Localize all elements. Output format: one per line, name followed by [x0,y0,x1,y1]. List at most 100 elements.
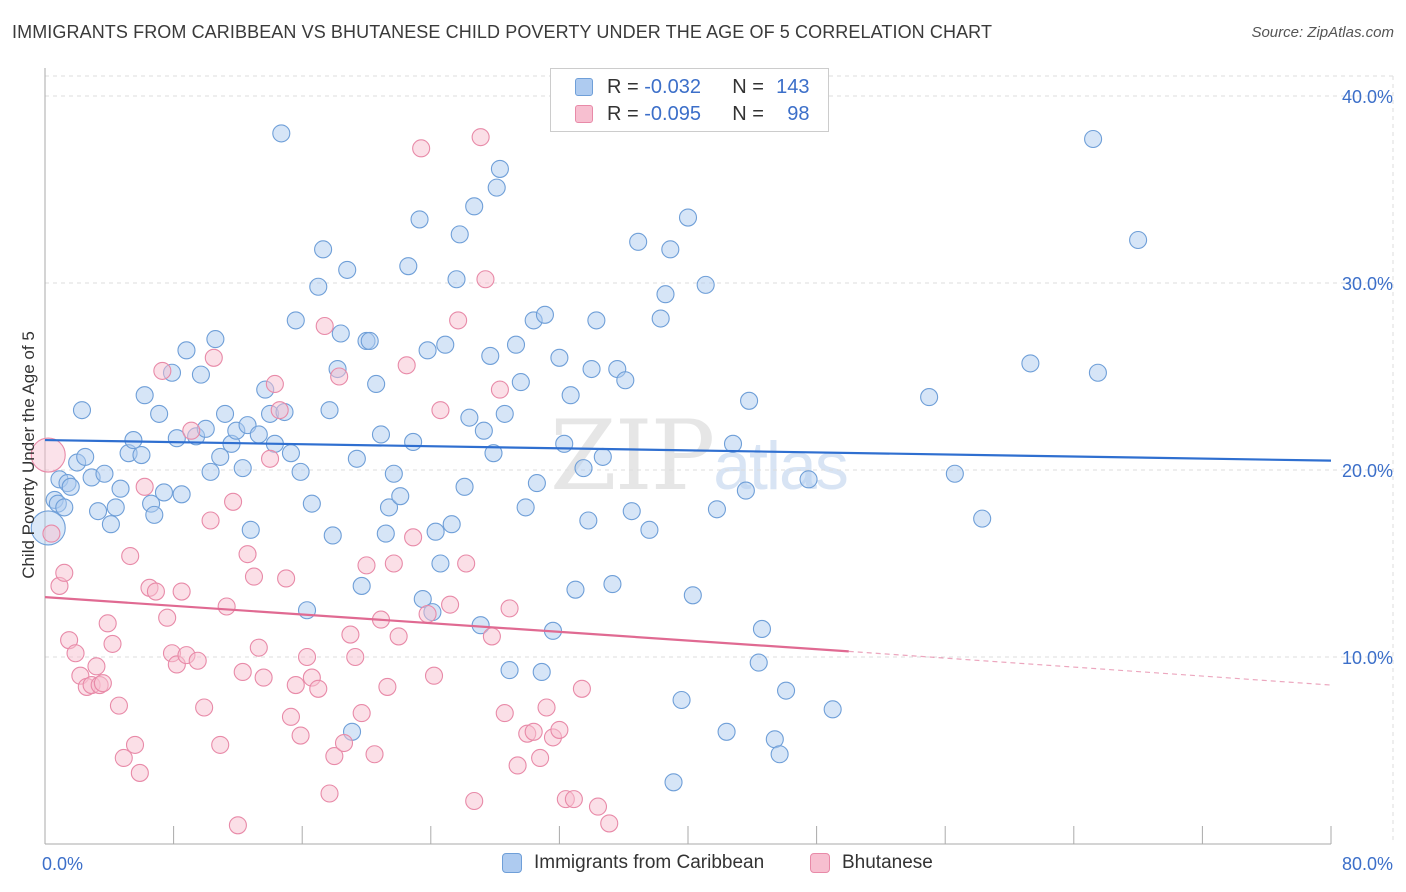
data-point-caribbean [376,524,395,543]
data-point-bhutanese [334,733,354,753]
data-point-caribbean [211,447,230,466]
data-point-bhutanese [244,567,264,586]
data-point-caribbean [495,404,514,423]
data-point-bhutanese [211,735,230,754]
data-point-caribbean [352,576,371,595]
trend-line-caribbean [44,438,1332,462]
data-point-caribbean [215,404,235,423]
data-point-caribbean [418,341,437,360]
data-point-caribbean [511,373,530,392]
data-point-bhutanese [297,647,317,667]
r-label: R = [607,75,639,98]
data-point-bhutanese [109,696,128,715]
r-value-bhutanese: -0.095 [644,102,701,125]
series-legend: Immigrants from Caribbean Bhutanese [0,850,1406,878]
data-point-caribbean [76,447,95,466]
data-point-caribbean [484,444,503,463]
legend-swatch-pink [575,105,593,123]
data-point-caribbean [367,374,386,394]
data-point-caribbean [95,464,114,483]
data-point-caribbean [1129,230,1148,250]
data-point-caribbean [272,124,291,143]
data-point-bhutanese [93,674,112,693]
data-point-caribbean [241,520,260,539]
data-point-bhutanese [588,797,608,816]
data-point-caribbean [191,365,210,384]
data-point-bhutanese [431,401,450,420]
correlation-legend: R = -0.032 N = 143 R = -0.095 N = 98 [550,68,829,132]
data-point-bhutanese [476,270,495,289]
data-point-bhutanese [228,816,247,835]
data-point-caribbean [249,425,268,444]
data-point-bhutanese [135,477,154,496]
data-point-caribbean [124,431,143,450]
data-point-caribbean [973,509,992,528]
source-label: Source: ZipAtlas.com [1251,24,1394,41]
data-point-caribbean [651,309,670,328]
data-point-bhutanese [397,356,416,375]
data-point-bhutanese [531,748,550,768]
legend-row-caribbean: R = -0.032 N = 143 [575,74,810,100]
data-point-caribbean [331,324,350,343]
data-point-caribbean [579,511,598,530]
data-point-caribbean [1084,129,1103,149]
data-point-bhutanese [495,704,514,723]
data-point-bhutanese [172,582,191,601]
data-point-caribbean [490,159,509,178]
data-point-caribbean [500,661,519,680]
trend-line-bhutanese [44,596,849,653]
data-point-caribbean [455,477,474,496]
data-point-caribbean [717,722,736,741]
data-point-caribbean [201,462,220,481]
data-point-bhutanese [537,698,556,717]
data-point-caribbean [656,285,675,304]
data-point-caribbean [736,481,755,500]
data-point-caribbean [450,225,469,244]
data-point-caribbean [622,502,641,521]
n-value-caribbean: 143 [776,75,810,98]
data-point-bhutanese [114,748,133,768]
legend-label-bhutanese: Bhutanese [842,852,933,873]
data-point-caribbean [436,335,455,354]
data-point-bhutanese [490,380,509,399]
series-bhutanese-points [30,128,619,835]
data-point-bhutanese [389,627,408,646]
data-point-bhutanese [286,675,305,695]
legend-item-bhutanese: Bhutanese [810,852,933,874]
data-point-caribbean [770,745,789,764]
data-point-bhutanese [291,726,310,745]
data-point-caribbean [506,335,526,354]
data-point-caribbean [55,498,74,517]
data-point-bhutanese [182,421,201,440]
data-point-bhutanese [418,604,437,624]
legend-label-caribbean: Immigrants from Caribbean [534,852,765,873]
data-point-bhutanese [600,814,619,833]
data-point-bhutanese [404,528,423,547]
data-point-caribbean [532,662,551,682]
data-point-bhutanese [217,597,236,616]
data-point-bhutanese [103,634,122,653]
data-point-caribbean [629,232,648,251]
data-point-caribbean [320,401,339,420]
data-point-caribbean [582,359,601,379]
legend-swatch-blue [502,853,522,873]
data-point-caribbean [177,341,196,360]
data-point-caribbean [535,305,554,324]
data-point-bhutanese [153,361,172,380]
data-point-caribbean [527,474,546,493]
data-point-bhutanese [98,614,117,633]
data-point-caribbean [302,494,321,513]
data-point-caribbean [404,432,423,452]
data-point-caribbean [399,257,418,276]
data-point-caribbean [338,260,357,279]
data-point-caribbean [723,434,743,453]
watermark: ZIPatlas [550,400,849,512]
data-point-caribbean [945,464,964,483]
data-point-caribbean [683,586,702,605]
data-point-bhutanese [449,311,468,330]
data-point-caribbean [371,425,391,444]
legend-row-bhutanese: R = -0.095 N = 98 [575,101,810,127]
data-point-bhutanese [277,569,296,588]
data-point-caribbean [447,270,466,289]
n-label: N = [732,102,764,125]
